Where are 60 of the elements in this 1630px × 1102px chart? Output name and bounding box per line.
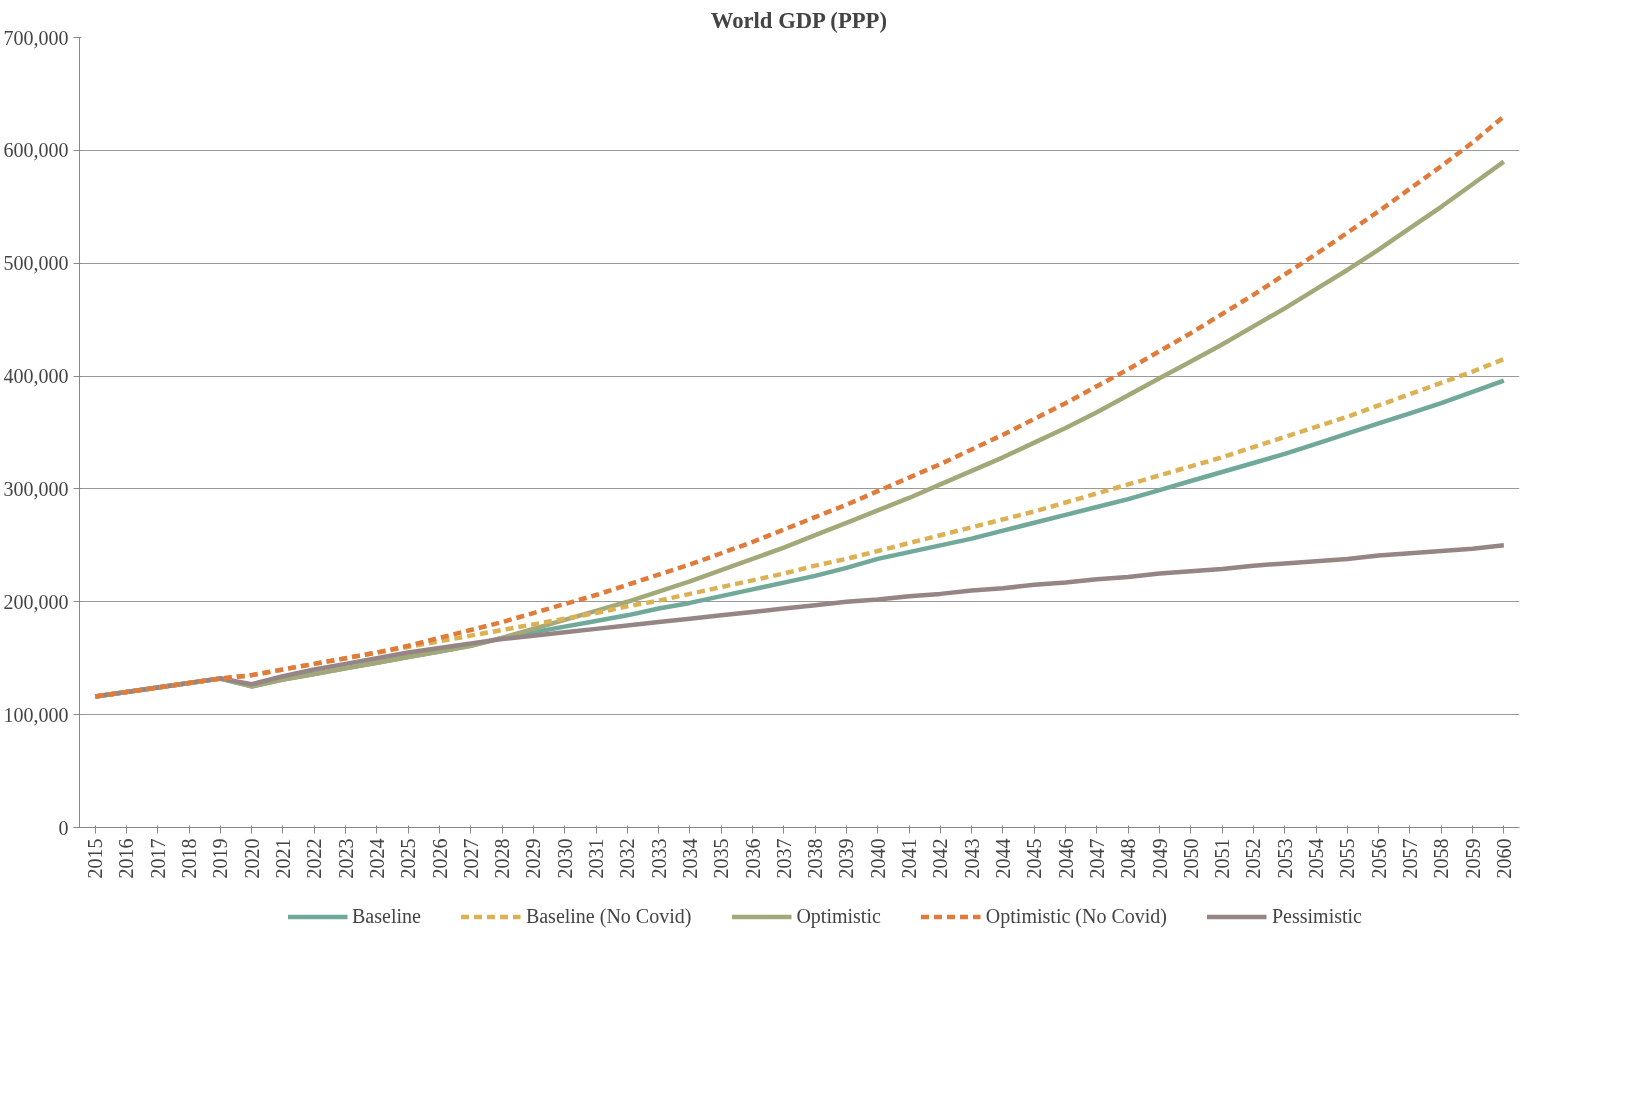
y-tick-label: 700,000 [3,26,69,49]
y-tick-label: 100,000 [3,703,69,726]
x-tick-label: 2056 [1367,838,1390,879]
x-tick-label: 2042 [929,838,952,879]
x-tick-label: 2052 [1242,838,1265,879]
x-tick-label: 2049 [1148,838,1171,879]
x-tick-label: 2055 [1336,838,1359,879]
x-tick-label: 2027 [459,838,482,879]
x-tick-label: 2037 [772,838,795,879]
x-tick-label: 2035 [710,838,733,879]
y-tick-label: 300,000 [3,477,69,500]
x-tick-label: 2020 [240,838,263,879]
x-tick-label: 2017 [146,838,169,879]
x-tick-label: 2054 [1305,838,1328,879]
x-tick-label: 2060 [1492,838,1515,879]
x-tick-label: 2044 [991,838,1014,879]
legend-label: Baseline [352,904,421,928]
x-tick-label: 2051 [1211,838,1234,879]
y-tick-label: 400,000 [3,365,69,388]
y-tick-label: 200,000 [3,590,69,613]
x-tick-label: 2019 [209,838,232,879]
x-tick-label: 2016 [115,838,138,879]
x-tick-label: 2023 [334,838,357,879]
chart-title: World GDP (PPP) [710,7,887,33]
x-tick-label: 2040 [866,838,889,879]
x-tick-label: 2046 [1054,838,1077,879]
x-tick-label: 2041 [898,838,921,879]
legend-label: Baseline (No Covid) [525,904,692,928]
x-tick-label: 2043 [960,838,983,879]
x-tick-label: 2036 [741,838,764,879]
x-tick-label: 2057 [1398,838,1421,879]
y-tick-label: 0 [58,816,69,839]
x-tick-label: 2053 [1273,838,1296,879]
x-tick-label: 2038 [804,838,827,879]
x-tick-label: 2033 [647,838,670,879]
x-tick-label: 2026 [428,838,451,879]
x-tick-label: 2031 [585,838,608,879]
x-tick-label: 2032 [616,838,639,879]
x-tick-label: 2024 [365,838,388,879]
x-tick-label: 2047 [1085,838,1108,879]
legend-label: Pessimistic [1271,904,1362,928]
x-tick-label: 2045 [1023,838,1046,879]
x-tick-label: 2025 [397,838,420,879]
x-tick-label: 2030 [553,838,576,879]
x-tick-label: 2059 [1461,838,1484,879]
x-tick-label: 2058 [1430,838,1453,879]
x-tick-label: 2039 [835,838,858,879]
y-tick-label: 500,000 [3,252,69,275]
legend-label: Optimistic (No Covid) [985,904,1167,928]
x-tick-label: 2022 [303,838,326,879]
x-tick-label: 2050 [1179,838,1202,879]
x-tick-label: 2021 [271,838,294,879]
x-tick-label: 2018 [178,838,201,879]
x-tick-label: 2034 [678,838,701,879]
x-tick-label: 2015 [84,838,107,879]
x-tick-label: 2028 [491,838,514,879]
x-tick-label: 2048 [1117,838,1140,879]
legend-label: Optimistic [796,904,881,928]
x-tick-label: 2029 [522,838,545,879]
y-tick-label: 600,000 [3,139,69,162]
